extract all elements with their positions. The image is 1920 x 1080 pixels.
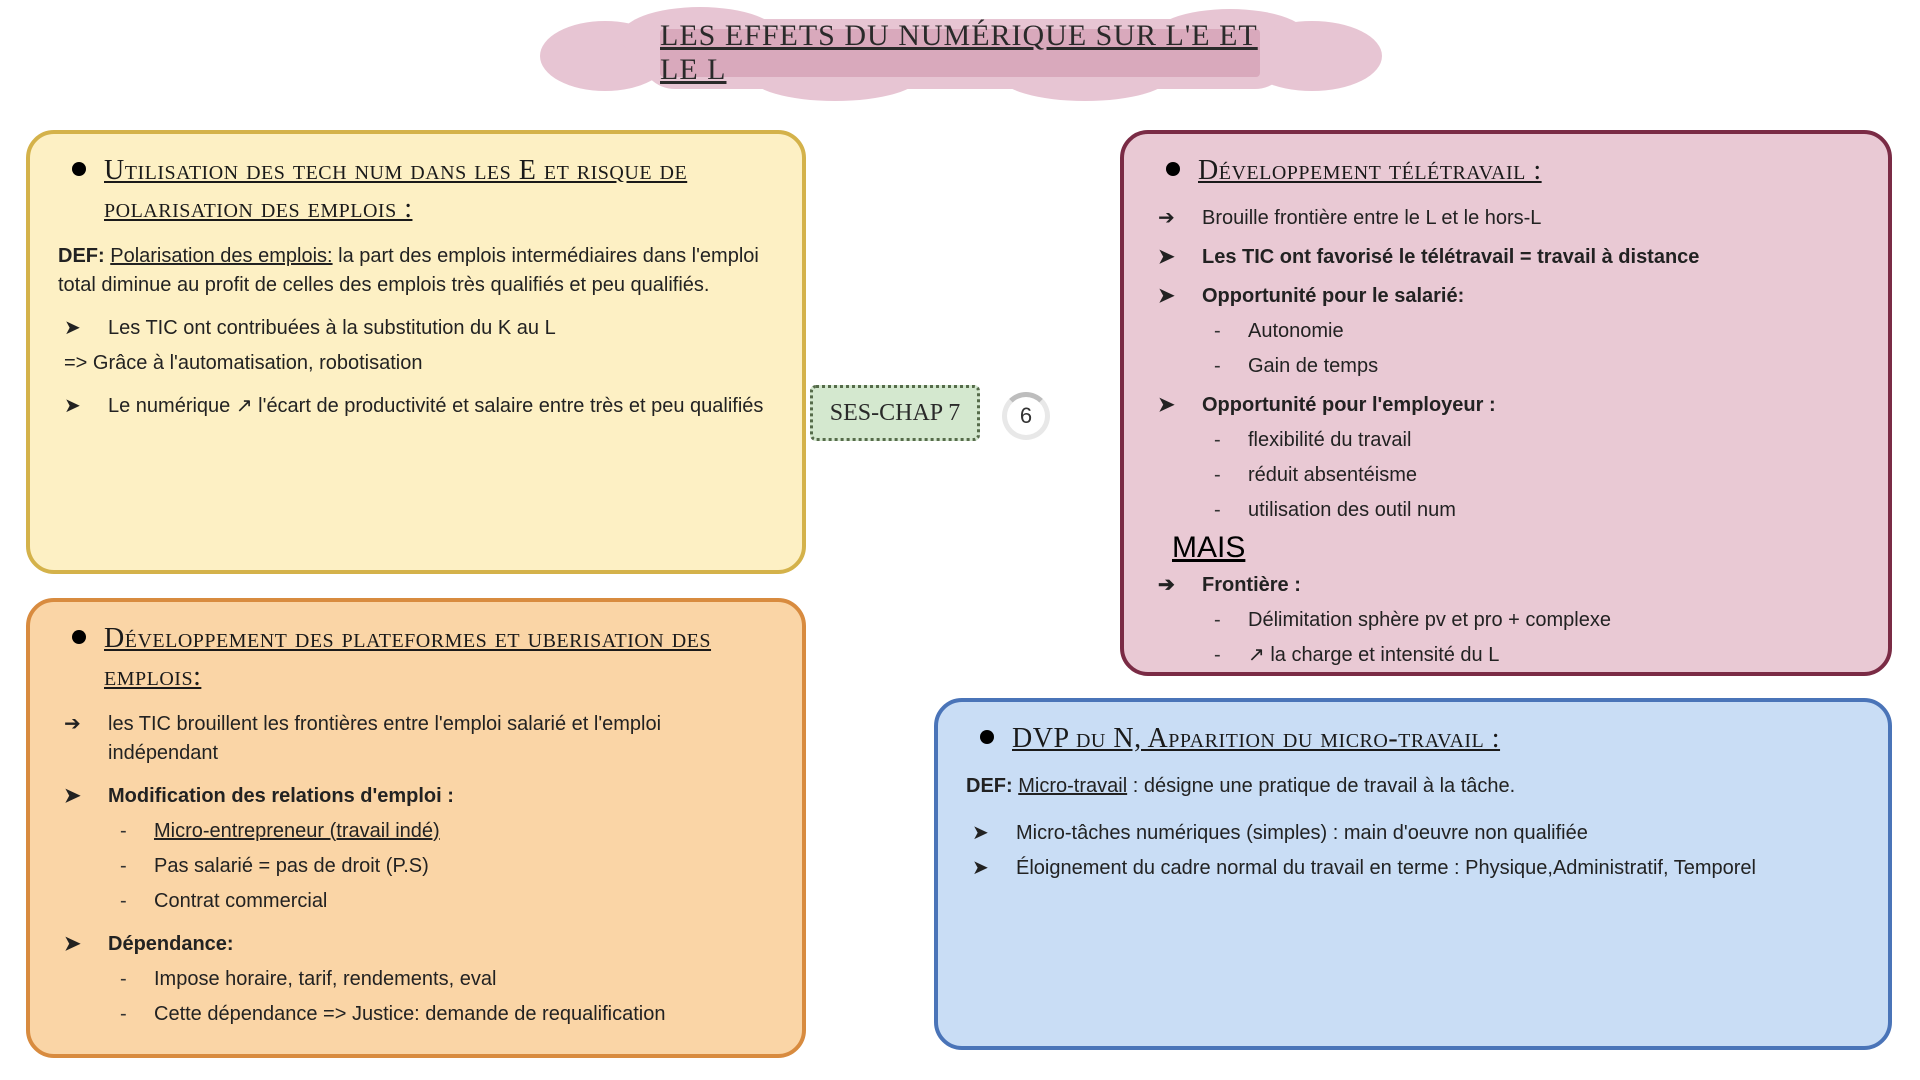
bullet-icon (1166, 162, 1180, 176)
dash-list: Délimitation sphère pv et pro + complexe… (1152, 606, 1860, 670)
subhead: Opportunité pour l'employeur : (1202, 391, 1860, 420)
dash-list: Autonomie Gain de temps (1152, 317, 1860, 381)
point-list: Opportunité pour le salarié: (1152, 282, 1860, 311)
list-item: Contrat commercial (154, 887, 774, 916)
intro-list: les TIC brouillent les frontières entre … (58, 710, 774, 768)
def-body: : désigne une pratique de travail à la t… (1133, 775, 1515, 797)
card-microtravail: DVP du N, Apparition du micro-travail : … (934, 698, 1892, 1050)
card-title: Utilisation des tech num dans les E et r… (104, 152, 774, 228)
mais-heading: MAIS (1172, 531, 1860, 565)
list-item: Le numérique ↗ l'écart de productivité e… (108, 392, 774, 421)
list-item: flexibilité du travail (1248, 426, 1860, 455)
point-list: Opportunité pour l'employeur : (1152, 391, 1860, 420)
dash-list: Impose horaire, tarif, rendements, eval … (58, 965, 774, 1029)
list-item: Délimitation sphère pv et pro + complexe (1248, 606, 1860, 635)
definition-line: DEF: Micro-travail : désigne une pratiqu… (966, 772, 1860, 801)
card-teletravail: Développement télétravail : Brouille fro… (1120, 130, 1892, 676)
subhead: Dépendance: (108, 930, 774, 959)
list-item: les TIC brouillent les frontières entre … (108, 710, 774, 768)
list-item: utilisation des outil num (1248, 496, 1860, 525)
list-item: Les TIC ont contribuées à la substitutio… (108, 314, 774, 343)
section-list: Dépendance: (58, 930, 774, 959)
point-list: Micro-tâches numériques (simples) : main… (966, 819, 1860, 883)
chapter-tag: SES-CHAP 7 (810, 385, 980, 441)
subhead: Frontière : (1202, 571, 1860, 600)
loading-spinner-icon: 6 (1002, 392, 1050, 440)
def-label: DEF: (966, 775, 1013, 797)
list-item: réduit absentéisme (1248, 461, 1860, 490)
point-list: Les TIC ont contribuées à la substitutio… (58, 314, 774, 343)
bullet-icon (72, 630, 86, 644)
list-item: Brouille frontière entre le L et le hors… (1202, 204, 1860, 233)
point-list: Les TIC ont favorisé le télétravail = tr… (1152, 243, 1860, 272)
list-item: ↗ la charge et intensité du L (1248, 641, 1860, 670)
card-title: DVP du N, Apparition du micro-travail : (1012, 720, 1500, 758)
list-item: Micro-tâches numériques (simples) : main… (1016, 819, 1860, 848)
frontier-list: Frontière : (1152, 571, 1860, 600)
chapter-label: SES-CHAP 7 (830, 400, 960, 427)
list-item: Gain de temps (1248, 352, 1860, 381)
list-item: Cette dépendance => Justice: demande de … (154, 1000, 774, 1029)
def-label: DEF: (58, 245, 105, 267)
card-polarisation: Utilisation des tech num dans les E et r… (26, 130, 806, 574)
dash-list: flexibilité du travail réduit absentéism… (1152, 426, 1860, 525)
subhead: Modification des relations d'emploi : (108, 782, 774, 811)
list-item: Micro-entrepreneur (travail indé) (154, 817, 774, 846)
title-cloud: LES EFFETS DU NUMÉRIQUE SUR L'E ET LE L (550, 15, 1370, 91)
card-title: Développement télétravail : (1198, 152, 1542, 190)
subhead: Opportunité pour le salarié: (1202, 282, 1860, 311)
bullet-icon (980, 730, 994, 744)
point-list: Le numérique ↗ l'écart de productivité e… (58, 392, 774, 421)
section-list: Modification des relations d'emploi : (58, 782, 774, 811)
card-title: Développement des plateformes et uberisa… (104, 620, 774, 696)
def-term: Polarisation des emplois: (110, 245, 332, 267)
spinner-count: 6 (1020, 403, 1032, 429)
bullet-icon (72, 162, 86, 176)
sub-line: => Grâce à l'automatisation, robotisatio… (58, 349, 774, 378)
list-item: Pas salarié = pas de droit (P.S) (154, 852, 774, 881)
list-item: Les TIC ont favorisé le télétravail = tr… (1202, 243, 1860, 272)
page-title: LES EFFETS DU NUMÉRIQUE SUR L'E ET LE L (660, 19, 1260, 87)
dash-list: Micro-entrepreneur (travail indé) Pas sa… (58, 817, 774, 916)
def-term: Micro-travail (1018, 775, 1127, 797)
intro-list: Brouille frontière entre le L et le hors… (1152, 204, 1860, 233)
list-item: Autonomie (1248, 317, 1860, 346)
card-uberisation: Développement des plateformes et uberisa… (26, 598, 806, 1058)
list-item: Impose horaire, tarif, rendements, eval (154, 965, 774, 994)
definition-line: DEF: Polarisation des emplois: la part d… (58, 242, 774, 300)
title-bar: LES EFFETS DU NUMÉRIQUE SUR L'E ET LE L (660, 29, 1260, 77)
list-item: Éloignement du cadre normal du travail e… (1016, 854, 1860, 883)
